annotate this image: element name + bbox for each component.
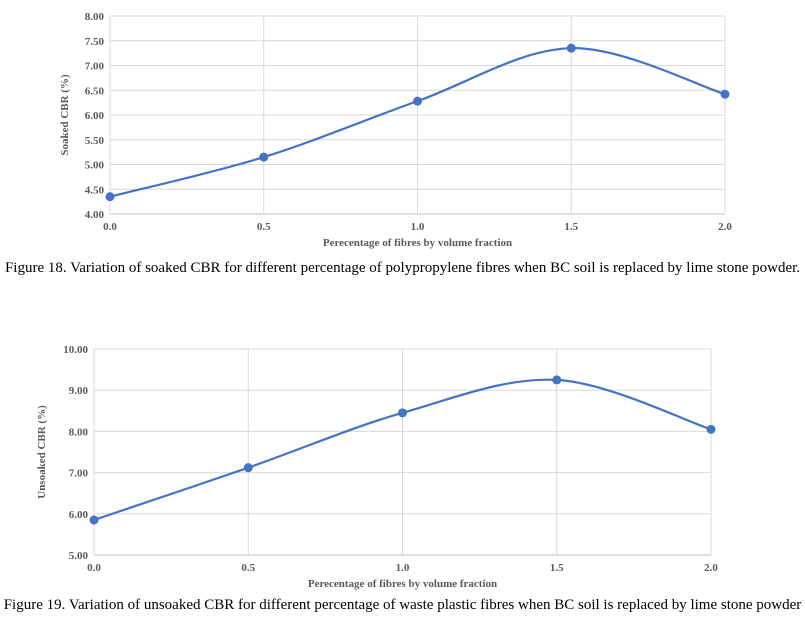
- y-tick-label: 8.00: [69, 426, 89, 438]
- y-tick-label: 5.50: [85, 135, 105, 147]
- unsoaked-cbr-chart: 5.00 6.00 7.00 8.00 9.00 10.00 0.0 0.5 1.0 1.5 2.0…: [36, 344, 718, 590]
- data-point: [566, 43, 576, 53]
- x-tick-label: 1.0: [411, 221, 425, 233]
- y-tick-label: 6.00: [85, 110, 105, 122]
- y-tick-label: 4.00: [85, 209, 105, 221]
- x-tick-label: 0.0: [87, 562, 101, 574]
- y-axis-title: Soaked CBR (%): [59, 74, 71, 156]
- y-tick-label: 7.50: [85, 36, 105, 48]
- data-point: [89, 515, 99, 525]
- x-tick-label: 2.0: [718, 221, 732, 233]
- data-point: [105, 192, 115, 202]
- x-tick-label: 0.5: [241, 562, 255, 574]
- y-tick-label: 7.00: [85, 61, 105, 73]
- data-point: [706, 424, 716, 434]
- x-tick-label: 0.0: [103, 221, 117, 233]
- y-tick-label: 5.00: [69, 550, 89, 562]
- data-point: [398, 408, 407, 418]
- data-point: [720, 89, 730, 99]
- figure-18: 4.00 4.50 5.00 5.50 6.00 6.50 7.00 7.50 8.00 0.0 0…: [0, 0, 805, 320]
- y-tick-label: 9.00: [69, 385, 89, 397]
- x-tick-label: 1.5: [550, 562, 564, 574]
- y-tick-label: 6.00: [69, 509, 89, 521]
- y-tick-label: 8.00: [85, 11, 105, 23]
- y-axis-title: Unsoaked CBR (%): [36, 405, 48, 499]
- data-point: [259, 152, 269, 162]
- figure-19: 5.00 6.00 7.00 8.00 9.00 10.00 0.0 0.5 1.0 1.5 2.0…: [0, 330, 805, 642]
- y-tick-label: 10.00: [63, 344, 88, 356]
- data-point: [413, 96, 422, 106]
- data-point: [552, 375, 562, 385]
- data-point: [243, 463, 253, 473]
- y-tick-label: 5.00: [85, 160, 105, 172]
- x-axis-title: Perecentage of fibres by volume fraction: [323, 237, 512, 249]
- soaked-cbr-chart: 4.00 4.50 5.00 5.50 6.00 6.50 7.00 7.50 8.00 0.0 0…: [59, 11, 732, 249]
- figure-19-caption: Figure 19. Variation of unsoaked CBR for…: [3, 597, 802, 613]
- x-tick-label: 1.5: [564, 221, 578, 233]
- x-tick-label: 1.0: [396, 562, 410, 574]
- x-tick-label: 0.5: [257, 221, 271, 233]
- y-tick-label: 4.50: [85, 184, 105, 196]
- y-tick-label: 7.00: [69, 468, 89, 480]
- figure-18-caption: Figure 18. Variation of soaked CBR for d…: [4, 260, 801, 276]
- x-axis-title: Perecentage of fibres by volume fraction: [308, 578, 497, 590]
- y-tick-label: 6.50: [85, 85, 105, 97]
- x-tick-label: 2.0: [704, 562, 718, 574]
